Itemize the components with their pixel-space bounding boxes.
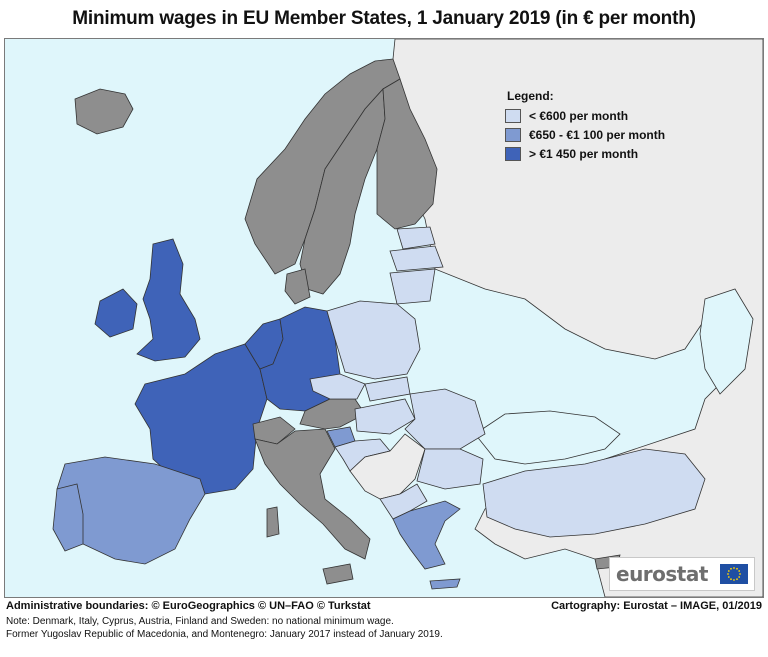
eu-flag-icon (720, 564, 748, 584)
ireland (94, 288, 138, 338)
caspian-sea (699, 288, 754, 395)
sicily (322, 563, 354, 585)
footer-credits: Administrative boundaries: © EuroGeograp… (6, 600, 762, 612)
title-bar: Minimum wages in EU Member States, 1 Jan… (0, 0, 768, 38)
turkey (482, 448, 706, 538)
latvia (389, 245, 444, 272)
france (134, 343, 268, 495)
legend-swatch-mid (505, 128, 521, 142)
legend-label-low: < €600 per month (529, 109, 629, 123)
sardinia (266, 506, 280, 538)
hungary (354, 398, 416, 435)
legend-label-mid: €650 - €1 100 per month (529, 128, 666, 142)
portugal (52, 483, 84, 552)
map-canvas (5, 39, 763, 597)
united-kingdom (136, 238, 201, 362)
legend-swatch-high (505, 147, 521, 161)
legend-label-high: > €1 450 per month (529, 147, 639, 161)
greece (392, 500, 461, 570)
cartography-credit: Cartography: Eurostat – IMAGE, 01/2019 (551, 600, 762, 612)
iceland (74, 88, 134, 135)
map-frame: Legend: < €600 per month €650 - €1 100 p… (4, 38, 764, 598)
footer-note-1: Note: Denmark, Italy, Cyprus, Austria, F… (6, 616, 394, 627)
legend-item-mid: €650 - €1 100 per month (505, 128, 695, 142)
sweden (299, 88, 386, 295)
italy (254, 428, 371, 560)
black-sea (474, 410, 621, 465)
czechia (309, 373, 366, 400)
eurostat-logo: eurostat (609, 557, 755, 591)
finland (376, 78, 438, 230)
footer-note-2: Former Yugoslav Republic of Macedonia, a… (6, 629, 443, 640)
legend-swatch-low (505, 109, 521, 123)
legend-title: Legend: (507, 89, 554, 103)
western-balkans (349, 433, 426, 500)
poland (326, 300, 421, 380)
lithuania (389, 268, 436, 305)
estonia (396, 226, 436, 250)
legend-item-low: < €600 per month (505, 109, 695, 123)
switzerland (252, 416, 296, 445)
boundaries-credit: Administrative boundaries: © EuroGeograp… (6, 600, 371, 612)
logo-text: eurostat (616, 562, 708, 586)
legend: Legend: < €600 per month €650 - €1 100 p… (505, 89, 695, 166)
footer: Administrative boundaries: © EuroGeograp… (6, 600, 762, 655)
map-title: Minimum wages in EU Member States, 1 Jan… (72, 8, 696, 29)
denmark (284, 268, 311, 305)
legend-item-high: > €1 450 per month (505, 147, 695, 161)
bulgaria (416, 448, 484, 490)
crete (429, 578, 461, 590)
